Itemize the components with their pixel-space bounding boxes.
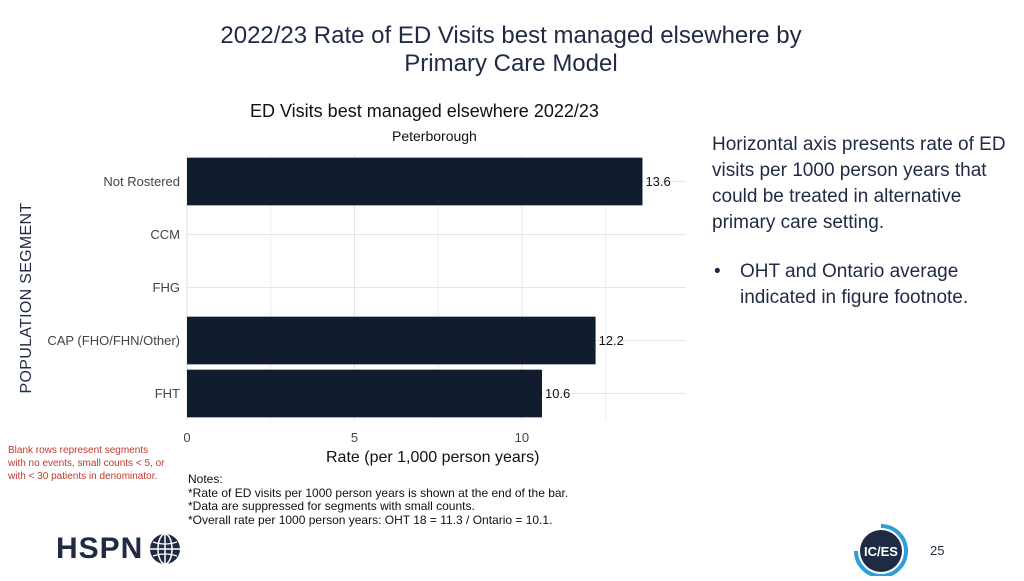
axis-description-text: Horizontal axis presents rate of ED visi… — [712, 134, 1006, 233]
category-label: FHG — [153, 280, 180, 295]
bullet-text: OHT and Ontario average indicated in fig… — [740, 261, 969, 308]
ices-logo: IC/ES — [853, 524, 909, 581]
category-label: FHT — [155, 386, 180, 401]
ices-logo-icon: IC/ES — [854, 524, 908, 578]
bar — [187, 316, 596, 365]
chart-x-axis-label: Rate (per 1,000 person years) — [326, 449, 540, 466]
globe-icon — [150, 533, 180, 565]
category-label: Not Rostered — [103, 174, 180, 189]
ices-logo-text: IC/ES — [864, 544, 898, 559]
page-number: 25 — [930, 543, 945, 558]
bar — [187, 157, 643, 206]
bar — [187, 369, 542, 418]
bullet-mark: • — [714, 261, 721, 282]
data-label: 13.6 — [645, 174, 670, 189]
chart-subtitle: Peterborough — [392, 128, 477, 144]
blank-rows-note: Blank rows represent segments with no ev… — [8, 445, 165, 482]
x-tick-label: 0 — [183, 430, 190, 445]
note-line: *Rate of ED visits per 1000 person years… — [188, 485, 569, 500]
slide-title: 2022/23 Rate of ED Visits best managed e… — [220, 22, 802, 77]
category-label: CAP (FHO/FHN/Other) — [47, 333, 180, 348]
category-label: CCM — [150, 227, 180, 242]
chart-notes: Notes: *Rate of ED visits per 1000 perso… — [188, 472, 569, 527]
data-label: 12.2 — [599, 333, 624, 348]
x-tick-label: 5 — [351, 430, 358, 445]
hspn-logo-text: HSPN — [56, 532, 144, 565]
x-tick-label: 10 — [515, 430, 529, 445]
note-line: *Data are suppressed for segments with s… — [188, 499, 475, 513]
data-label: 10.6 — [545, 386, 570, 401]
chart-title: ED Visits best managed elsewhere 2022/23 — [250, 101, 599, 121]
notes-heading: Notes: — [188, 472, 223, 486]
note-line: *Overall rate per 1000 person years: OHT… — [188, 512, 553, 527]
